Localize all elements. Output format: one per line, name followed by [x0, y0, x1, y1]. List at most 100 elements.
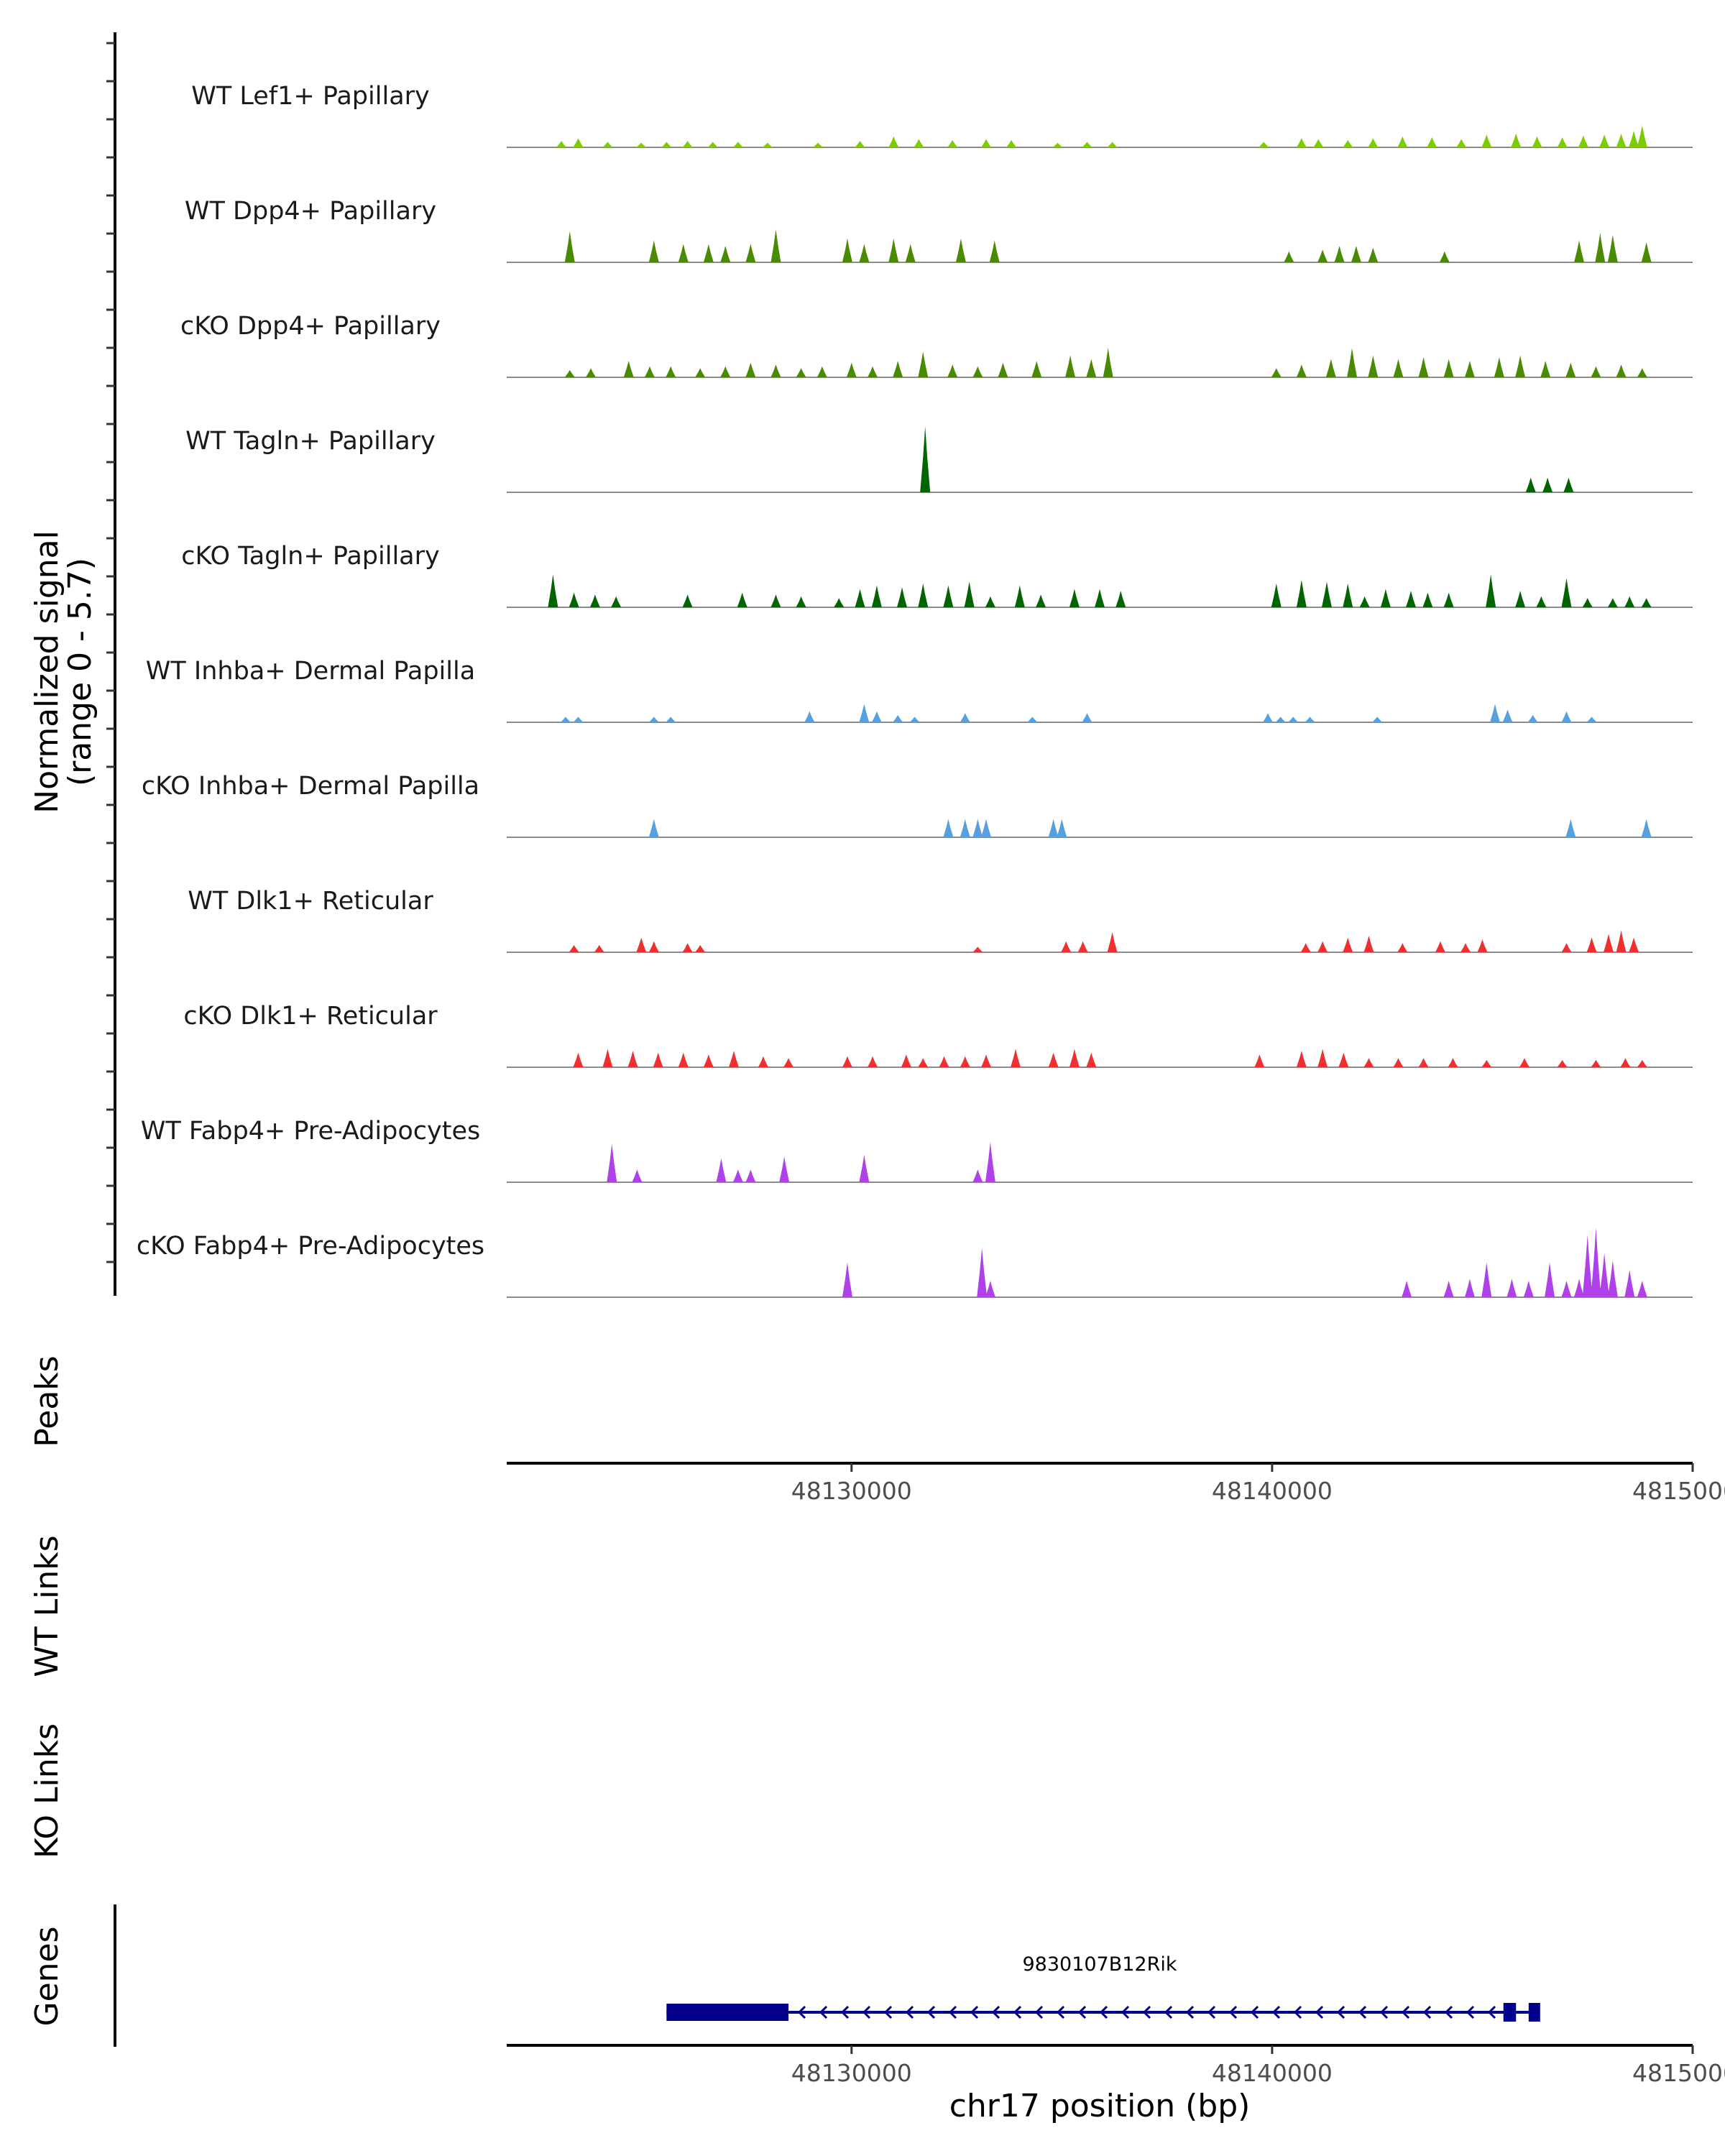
coverage-peak: [1561, 711, 1572, 722]
coverage-peak: [1103, 348, 1113, 377]
strand-arrow: [1358, 2005, 1367, 2019]
coverage-peak: [1010, 1049, 1021, 1067]
coverage-peak: [842, 1262, 852, 1297]
track-wt-fabp4-pre-adipocytes: WT Fabp4+ Pre-Adipocytes: [141, 1117, 1693, 1183]
coverage-peak: [648, 717, 659, 722]
coverage-peak: [1525, 477, 1536, 492]
coverage-peak: [871, 711, 882, 722]
track-label: cKO Tagln+ Papillary: [181, 542, 440, 571]
coverage-peak: [1456, 139, 1467, 147]
coverage-peak: [1578, 135, 1588, 147]
coverage-peak: [1317, 1049, 1328, 1067]
coverage-peak: [998, 362, 1008, 377]
coverage-peak: [569, 944, 579, 952]
track-label: cKO Dlk1+ Reticular: [183, 1002, 438, 1031]
strand-arrow: [862, 2005, 871, 2019]
coverage-peak: [602, 142, 613, 147]
coverage-peak: [939, 1056, 949, 1067]
coverage-peak: [901, 1054, 911, 1067]
coverage-peak: [1599, 134, 1610, 147]
coverage-peak: [1351, 246, 1361, 262]
coverage-peak: [1325, 359, 1336, 377]
coverage-peak: [960, 713, 970, 722]
coverage-peak: [981, 1054, 992, 1067]
track-wt-dpp4-papillary: WT Dpp4+ Papillary: [185, 197, 1693, 263]
coverage-peak: [1641, 819, 1652, 837]
coverage-peak: [1637, 1281, 1647, 1297]
strand-arrow: [1336, 2005, 1346, 2019]
strand-arrow: [1207, 2005, 1216, 2019]
coverage-peak: [1061, 941, 1072, 952]
coverage-peak: [678, 244, 689, 262]
coverage-peak: [985, 1142, 995, 1182]
coverage-peak: [1511, 133, 1522, 147]
coverage-peak: [745, 362, 756, 377]
coverage-peak: [1296, 138, 1307, 147]
coverage-peak: [695, 944, 706, 952]
wt-links-panel-label: WT Links: [29, 1535, 65, 1677]
coverage-peak: [1443, 359, 1454, 377]
coverage-peak: [1603, 934, 1614, 952]
strand-arrow: [1401, 2005, 1410, 2019]
coverage-peak: [1536, 596, 1547, 607]
coverage-peak: [1494, 357, 1504, 377]
coverage-peak: [1574, 240, 1585, 262]
coverage-peak: [947, 139, 958, 147]
coverage-peak: [812, 142, 823, 147]
strand-arrow: [926, 2005, 936, 2019]
coverage-peak: [1591, 1227, 1601, 1297]
coverage-peak: [564, 369, 575, 377]
coverage-peak: [707, 142, 718, 147]
coverage-peak: [728, 1051, 739, 1067]
coverage-peak: [1506, 1279, 1517, 1297]
coverage-peak: [1477, 939, 1488, 952]
coverage-peak: [1490, 704, 1500, 722]
coverage-peak: [1637, 1059, 1647, 1067]
coverage-peak: [1561, 578, 1572, 607]
coverage-peak: [1006, 139, 1017, 147]
coverage-peak: [1586, 717, 1597, 722]
coverage-peak: [703, 1054, 714, 1067]
coverage-peak: [1271, 368, 1282, 377]
coverage-peak: [1393, 1058, 1404, 1067]
coverage-peak: [758, 1056, 768, 1067]
strand-arrow: [1142, 2005, 1151, 2019]
coverage-peak: [1545, 1262, 1555, 1297]
coverage-peak: [682, 141, 693, 147]
coverage-peak: [1334, 246, 1345, 262]
coverage-peak: [981, 819, 992, 837]
strand-arrow: [1466, 2005, 1475, 2019]
coverage-peak: [666, 366, 676, 377]
coverage-peak: [602, 1049, 613, 1067]
coverage-peak: [1343, 937, 1353, 952]
coverage-peak: [648, 240, 659, 262]
coverage-peak: [972, 819, 983, 837]
coverage-peak: [1629, 131, 1639, 147]
coverage-peak: [1107, 932, 1118, 952]
coverage-peak: [556, 141, 567, 147]
coverage-peak: [1368, 247, 1379, 262]
coverage-peak: [834, 598, 845, 607]
gene-name-label: 9830107B12Rik: [1022, 1953, 1177, 1976]
coverage-peak: [977, 1248, 988, 1297]
coverage-peak: [1641, 598, 1652, 607]
coverage-peak: [1629, 937, 1639, 952]
track-label: cKO Dpp4+ Papillary: [180, 312, 441, 341]
coverage-peak: [1259, 142, 1269, 147]
coverage-peak: [1418, 357, 1429, 377]
strand-arrow: [1164, 2005, 1173, 2019]
signal-y-ticks: [106, 42, 115, 1263]
strand-arrow: [1185, 2005, 1195, 2019]
track-label: cKO Inhba+ Dermal Papilla: [142, 772, 479, 801]
coverage-peak: [855, 141, 865, 147]
strand-arrow: [1315, 2005, 1324, 2019]
coverage-peak: [783, 1058, 794, 1067]
coverage-peak: [1397, 136, 1408, 147]
coverage-peak: [695, 368, 706, 377]
coverage-peak: [1296, 579, 1307, 607]
coverage-peak: [1296, 1051, 1307, 1067]
coverage-peak: [796, 596, 806, 607]
coverage-peak: [859, 1154, 870, 1182]
track-wt-tagln-papillary: WT Tagln+ Papillary: [185, 426, 1693, 493]
